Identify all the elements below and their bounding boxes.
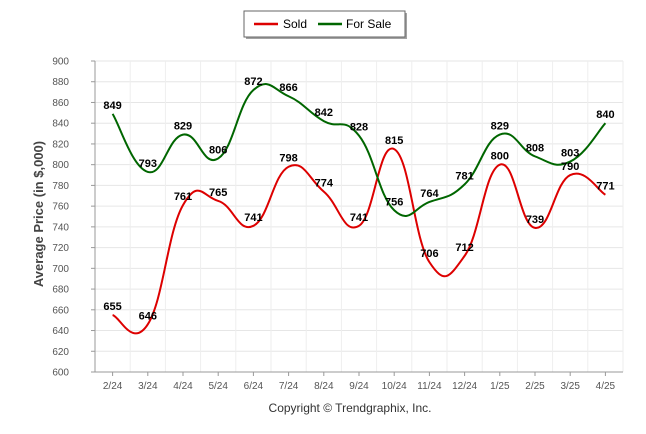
x-tick-label: 4/25 <box>596 381 616 392</box>
data-label-sold: 771 <box>596 181 614 193</box>
y-tick-label: 640 <box>52 326 69 337</box>
data-label-for-sale: 849 <box>103 100 121 112</box>
y-tick-label: 680 <box>52 285 69 296</box>
data-label-sold: 712 <box>455 242 473 254</box>
data-label-for-sale: 793 <box>139 158 157 170</box>
x-tick-label: 12/24 <box>452 381 477 392</box>
y-tick-label: 840 <box>52 119 69 130</box>
x-tick-label: 5/24 <box>208 381 228 392</box>
y-tick-label: 760 <box>52 202 69 213</box>
x-tick-label: 7/24 <box>279 381 299 392</box>
data-label-sold: 790 <box>561 161 579 173</box>
data-labels: 655 646 761 765 741 798 774 741 815 706 712 800 739 7… <box>103 76 614 322</box>
y-tick-labels: 600 620 640 660 680 700 720 740 760 780 800 820 840 8… <box>52 57 69 379</box>
y-tick-label: 720 <box>52 243 69 254</box>
y-tick-label: 820 <box>52 139 69 150</box>
copyright-footer: Copyright © Trendgraphix, Inc. <box>269 401 432 415</box>
x-tick-label: 6/24 <box>244 381 264 392</box>
data-label-for-sale: 829 <box>174 121 192 133</box>
y-tick-label: 800 <box>52 160 69 171</box>
x-tick-label: 11/24 <box>417 381 442 392</box>
legend-label-sold: Sold <box>283 17 307 31</box>
data-label-sold: 800 <box>491 151 509 163</box>
data-label-for-sale: 803 <box>561 148 579 160</box>
data-label-for-sale: 756 <box>385 196 403 208</box>
data-label-for-sale: 829 <box>491 121 509 133</box>
data-label-sold: 741 <box>350 212 368 224</box>
x-tick-label: 3/25 <box>560 381 580 392</box>
data-label-for-sale: 806 <box>209 144 227 156</box>
series-line-sold <box>112 147 606 335</box>
x-tick-label: 4/24 <box>173 381 193 392</box>
data-label-sold: 706 <box>420 248 438 260</box>
series-line-for-sale <box>111 83 607 217</box>
x-tick-label: 2/25 <box>525 381 545 392</box>
legend-label-for-sale: For Sale <box>346 17 392 31</box>
data-label-for-sale: 866 <box>279 82 297 94</box>
y-tick-label: 600 <box>52 368 69 379</box>
x-tick-label: 10/24 <box>382 381 407 392</box>
data-label-for-sale: 842 <box>315 107 333 119</box>
data-label-for-sale: 808 <box>526 142 544 154</box>
data-label-sold: 761 <box>174 191 192 203</box>
y-tick-label: 660 <box>52 305 69 316</box>
y-tick-label: 620 <box>52 347 69 358</box>
data-label-sold: 765 <box>209 187 227 199</box>
y-tick-label: 740 <box>52 222 69 233</box>
y-tick-label: 860 <box>52 98 69 109</box>
y-tick-label: 880 <box>52 77 69 88</box>
x-tick-label: 9/24 <box>349 381 369 392</box>
x-tick-label: 8/24 <box>314 381 334 392</box>
data-label-for-sale: 764 <box>420 188 439 200</box>
y-tick-label: 700 <box>52 264 69 275</box>
y-tick-label: 780 <box>52 181 69 192</box>
data-label-for-sale: 828 <box>350 122 368 134</box>
data-label-for-sale: 781 <box>455 170 473 182</box>
data-label-sold: 655 <box>103 301 121 313</box>
series-lines <box>111 83 607 335</box>
data-label-sold: 741 <box>244 212 262 224</box>
y-axis-title: Average Price (in $,000) <box>31 141 46 287</box>
data-label-sold: 774 <box>315 178 334 190</box>
x-tick-label: 2/24 <box>103 381 123 392</box>
data-label-sold: 798 <box>279 153 297 165</box>
x-tick-labels: 2/24 3/24 4/24 5/24 6/24 7/24 8/24 9/24 10/24 11/… <box>103 381 616 392</box>
data-label-for-sale: 840 <box>596 109 614 121</box>
data-label-sold: 739 <box>526 214 544 226</box>
data-label-for-sale: 872 <box>244 76 262 88</box>
axes <box>91 60 623 376</box>
legend: Sold For Sale <box>243 10 407 39</box>
y-tick-label: 900 <box>52 57 69 68</box>
x-tick-label: 1/25 <box>490 381 510 392</box>
x-tick-label: 3/24 <box>138 381 158 392</box>
data-label-sold: 815 <box>385 135 403 147</box>
data-label-sold: 646 <box>139 310 157 322</box>
